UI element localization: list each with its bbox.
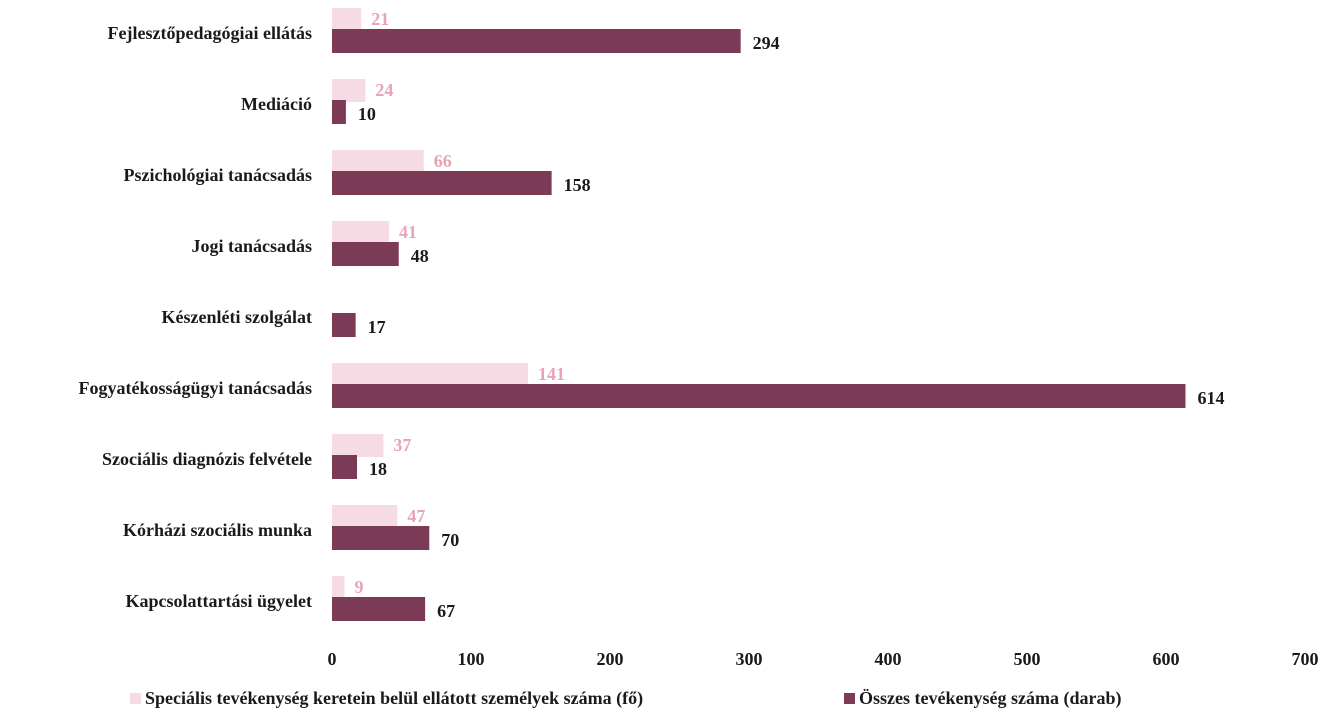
data-label-total: 18 (369, 459, 387, 479)
data-label-total: 158 (564, 175, 591, 195)
data-label-total: 294 (753, 33, 780, 53)
data-label-total: 70 (441, 530, 459, 550)
data-label-special: 24 (375, 80, 393, 100)
x-tick-label: 200 (597, 649, 624, 669)
legend-item-total: Összes tevékenység száma (darab) (844, 688, 1121, 709)
bar-total (332, 597, 426, 621)
bar-total (332, 526, 430, 550)
data-label-total: 17 (368, 317, 386, 337)
data-label-special: 41 (399, 222, 417, 242)
category-label: Kórházi szociális munka (123, 520, 312, 540)
data-label-special: 47 (407, 506, 425, 526)
data-label-total: 67 (437, 601, 455, 621)
category-label: Fejlesztőpedagógiai ellátás (108, 23, 312, 43)
bar-total (332, 100, 346, 124)
bar-special (332, 576, 345, 599)
bar-total (332, 384, 1186, 408)
x-tick-label: 300 (736, 649, 763, 669)
category-label: Fogyatékosságügyi tanácsadás (78, 378, 312, 398)
x-tick-label: 100 (458, 649, 485, 669)
category-label: Jogi tanácsadás (191, 236, 312, 256)
bar-chart-plot: Fejlesztőpedagógiai ellátás 21 294 Mediáció… (78, 8, 1319, 669)
legend-label-total: Összes tevékenység száma (darab) (859, 688, 1122, 708)
category-label: Készenléti szolgálat (162, 307, 312, 327)
bar-total (332, 313, 356, 337)
data-label-special: 141 (538, 364, 565, 384)
category-label: Kapcsolattartási ügyelet (126, 591, 312, 611)
legend: Speciális tevékenység keretein belül ell… (0, 680, 1343, 720)
legend-swatch-special (130, 693, 141, 704)
data-label-total: 10 (358, 104, 376, 124)
bar-total (332, 171, 552, 195)
legend-swatch-total (844, 693, 855, 704)
category-label: Pszichológiai tanácsadás (123, 165, 312, 185)
bar-special (332, 150, 424, 173)
data-label-special: 9 (355, 577, 364, 597)
bar-total (332, 29, 741, 53)
x-tick-label: 600 (1153, 649, 1180, 669)
category-label: Szociális diagnózis felvétele (102, 449, 312, 469)
bar-special (332, 363, 528, 386)
data-label-special: 66 (434, 151, 452, 171)
x-tick-label: 700 (1292, 649, 1319, 669)
data-label-total: 614 (1197, 388, 1224, 408)
bar-total (332, 455, 358, 479)
bar-special (332, 505, 398, 528)
data-label-total: 48 (411, 246, 429, 266)
bar-total (332, 242, 399, 266)
x-tick-label: 0 (328, 649, 337, 669)
bar-special (332, 8, 362, 31)
data-label-special: 37 (393, 435, 411, 455)
legend-label-special: Speciális tevékenység keretein belül ell… (145, 688, 644, 708)
bar-special (332, 79, 366, 102)
x-tick-label: 400 (875, 649, 902, 669)
x-tick-label: 500 (1014, 649, 1041, 669)
bar-special (332, 434, 384, 457)
legend-item-special: Speciális tevékenység keretein belül ell… (130, 688, 643, 709)
data-label-special: 21 (371, 9, 389, 29)
category-label: Mediáció (241, 94, 312, 114)
bar-special (332, 221, 389, 244)
